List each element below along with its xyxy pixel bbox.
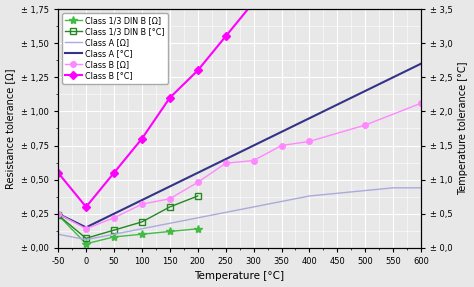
Class B [°C] (83, 205, 89, 209)
Class 1/3 DIN B [Ω] (195, 227, 201, 230)
Class A [Ω] (139, 227, 145, 230)
Class A [°C] (111, 212, 117, 216)
Class A [Ω] (223, 211, 228, 214)
Class A [Ω] (418, 186, 424, 189)
Class 1/3 DIN B [°C] (139, 220, 145, 224)
Line: Class 1/3 DIN B [°C]: Class 1/3 DIN B [°C] (55, 193, 201, 241)
Class A [°C] (251, 144, 256, 147)
Class A [°C] (195, 171, 201, 174)
Class B [Ω] (195, 181, 201, 184)
Class A [°C] (335, 103, 340, 106)
Class B [°C] (111, 171, 117, 174)
Line: Class 1/3 DIN B [Ω]: Class 1/3 DIN B [Ω] (54, 211, 202, 248)
Class B [Ω] (363, 123, 368, 127)
Class B [Ω] (418, 102, 424, 105)
Class A [°C] (391, 75, 396, 79)
Class B [°C] (223, 35, 228, 38)
Y-axis label: Resistance tolerance [Ω]: Resistance tolerance [Ω] (6, 68, 16, 189)
Line: Class A [°C]: Class A [°C] (58, 64, 421, 227)
Class A [Ω] (83, 238, 89, 241)
Line: Class B [°C]: Class B [°C] (55, 0, 424, 210)
Class B [°C] (195, 69, 201, 72)
Class 1/3 DIN B [Ω] (167, 230, 173, 233)
Class 1/3 DIN B [°C] (195, 194, 201, 198)
Class 1/3 DIN B [Ω] (55, 214, 61, 217)
Class B [°C] (167, 96, 173, 100)
Class A [Ω] (279, 200, 284, 203)
Class 1/3 DIN B [Ω] (83, 242, 89, 245)
Class 1/3 DIN B [°C] (55, 214, 61, 217)
Class A [°C] (55, 212, 61, 216)
Class A [Ω] (251, 205, 256, 209)
Class A [Ω] (363, 189, 368, 192)
Class B [Ω] (223, 162, 228, 165)
Class A [Ω] (391, 186, 396, 189)
Class A [°C] (139, 198, 145, 202)
Class A [°C] (223, 158, 228, 161)
Class B [Ω] (279, 144, 284, 147)
Class B [Ω] (251, 159, 256, 162)
Class B [Ω] (83, 227, 89, 230)
Class B [°C] (55, 171, 61, 174)
Line: Class B [Ω]: Class B [Ω] (55, 100, 424, 232)
Class A [Ω] (111, 232, 117, 236)
Class 1/3 DIN B [°C] (83, 236, 89, 240)
X-axis label: Temperature [°C]: Temperature [°C] (194, 272, 285, 282)
Class B [Ω] (111, 216, 117, 220)
Class A [°C] (83, 226, 89, 229)
Class 1/3 DIN B [°C] (167, 205, 173, 209)
Class A [Ω] (55, 232, 61, 236)
Class A [Ω] (307, 194, 312, 198)
Class 1/3 DIN B [Ω] (139, 232, 145, 236)
Class B [Ω] (167, 197, 173, 200)
Class A [°C] (279, 130, 284, 133)
Class B [Ω] (307, 140, 312, 143)
Line: Class A [Ω]: Class A [Ω] (58, 188, 421, 240)
Class A [Ω] (167, 222, 173, 225)
Class A [°C] (167, 185, 173, 188)
Y-axis label: Temperature tolerance [°C]: Temperature tolerance [°C] (458, 62, 468, 195)
Class B [°C] (139, 137, 145, 140)
Class B [Ω] (55, 212, 61, 216)
Class B [Ω] (139, 202, 145, 206)
Class 1/3 DIN B [°C] (111, 228, 117, 232)
Class A [°C] (363, 89, 368, 93)
Class A [Ω] (195, 216, 201, 220)
Class A [°C] (418, 62, 424, 65)
Class B [°C] (251, 1, 256, 4)
Legend: Class 1/3 DIN B [Ω], Class 1/3 DIN B [°C], Class A [Ω], Class A [°C], Class B [Ω: Class 1/3 DIN B [Ω], Class 1/3 DIN B [°C… (62, 13, 168, 84)
Class A [Ω] (335, 191, 340, 195)
Class A [°C] (307, 117, 312, 120)
Class 1/3 DIN B [Ω] (111, 235, 117, 239)
